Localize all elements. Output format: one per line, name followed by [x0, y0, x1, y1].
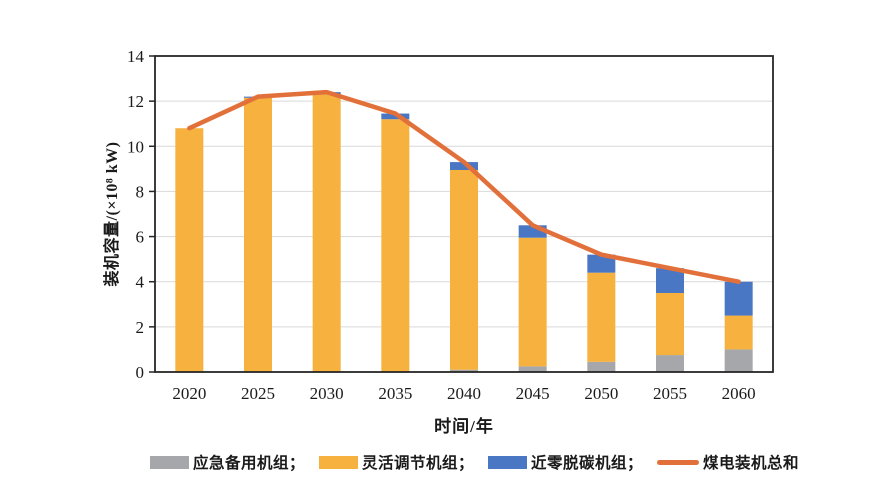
legend-color-swatch-icon	[488, 455, 528, 469]
x-tick-label: 2050	[584, 384, 618, 403]
bar-segment	[587, 272, 616, 362]
y-tick-label: 6	[136, 228, 145, 247]
legend-color-swatch-icon	[150, 455, 189, 469]
bar-segment	[518, 237, 547, 367]
x-axis-title: 时间/年	[434, 417, 494, 436]
total-line	[187, 89, 741, 284]
legend-label: 灵活调节机组；	[362, 455, 475, 472]
x-tick-label: 2040	[447, 384, 481, 403]
bar-segment	[381, 113, 410, 120]
y-tick-label: 14	[127, 47, 145, 66]
bar-segment	[450, 162, 478, 170]
bar-segment	[587, 361, 616, 372]
y-tick-label: 0	[136, 363, 145, 382]
bar-segment	[724, 349, 753, 372]
y-tick-label: 12	[127, 92, 144, 111]
x-tick-label: 2055	[653, 384, 687, 403]
legend-label: 煤电装机总和	[703, 455, 800, 472]
bar-segment	[450, 169, 478, 370]
bar-segment	[656, 355, 684, 372]
y-axis-title: 装机容量/(×10⁸ kW)	[104, 141, 121, 287]
bar-segment	[312, 94, 341, 372]
x-tick-label: 2025	[241, 384, 275, 403]
bar-segment	[244, 97, 272, 372]
legend-label: 应急备用机组；	[193, 455, 306, 472]
bar-segment	[724, 281, 753, 316]
legend-item: 煤电装机总和	[657, 451, 799, 473]
legend-line-swatch-icon	[657, 459, 700, 465]
bar-segment	[587, 254, 616, 273]
bar-segment	[175, 128, 204, 372]
x-tick-label: 2060	[722, 384, 756, 403]
x-tick-label: 2030	[310, 384, 344, 403]
bar-segment	[724, 315, 753, 350]
bar-segment	[656, 268, 684, 293]
x-tick-label: 2035	[378, 384, 412, 403]
y-tick-label: 8	[136, 182, 145, 201]
y-tick-label: 10	[127, 137, 144, 156]
legend-item: 灵活调节机组；	[319, 451, 474, 473]
x-tick-label: 2045	[516, 384, 550, 403]
y-tick-label: 2	[136, 318, 145, 337]
bar-segment	[381, 119, 410, 372]
plot-border	[154, 55, 774, 373]
plot-area: 0 2 4 6 8 10 12 14 2020 2025 2030 2035 2040 2045 2050 2…	[127, 47, 774, 403]
bar-segment	[518, 366, 547, 372]
legend-color-swatch-icon	[319, 455, 359, 469]
legend-item: 近零脱碳机组；	[488, 451, 643, 473]
bar-segment	[656, 293, 684, 356]
legend-label: 近零脱碳机组；	[531, 455, 644, 472]
legend: 应急备用机组； 灵活调节机组； 近零脱碳机组； 煤电装机总和	[150, 451, 799, 473]
bar-segment	[450, 369, 478, 372]
x-tick-label: 2020	[172, 384, 206, 403]
legend-item: 应急备用机组；	[150, 451, 305, 473]
y-tick-label: 4	[136, 273, 145, 292]
